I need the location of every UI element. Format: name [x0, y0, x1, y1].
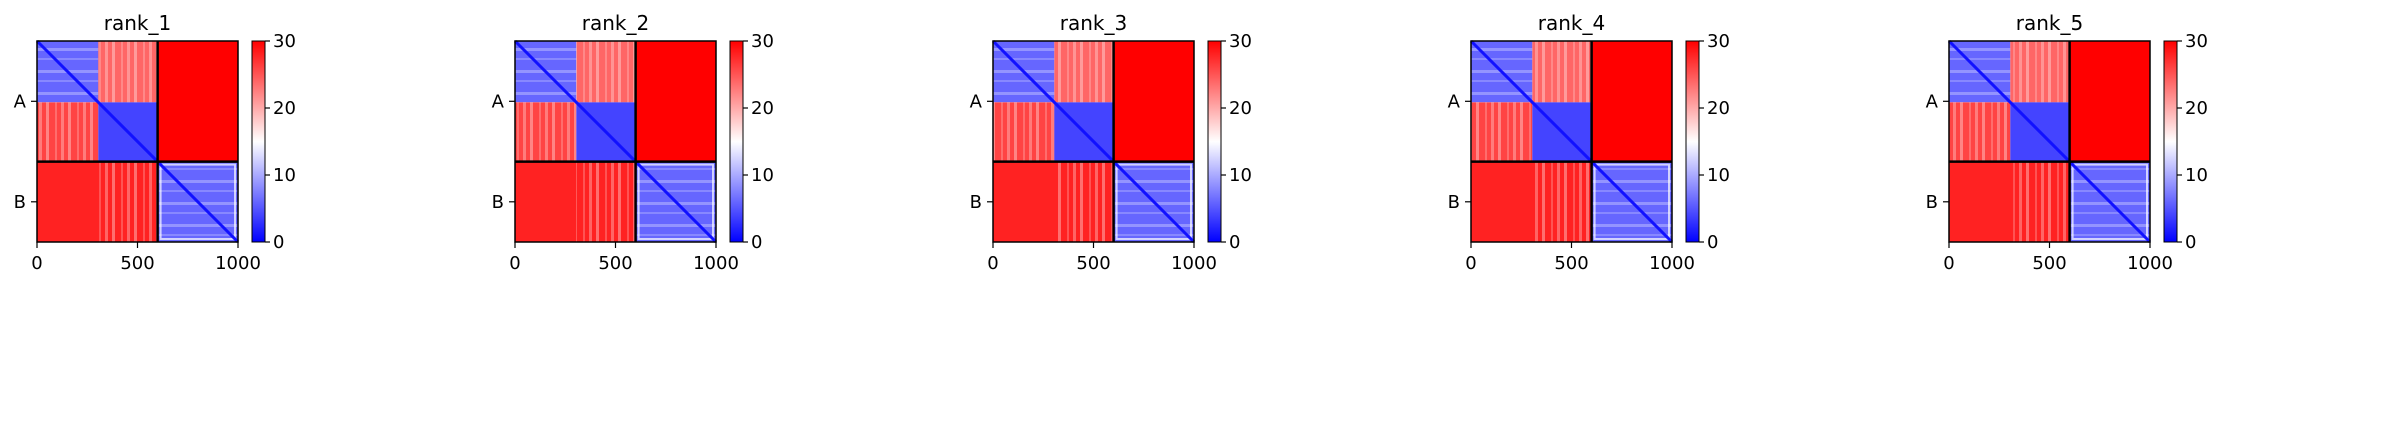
- panel-2: rank_2 0 500 1000 A B 0 10 20 30: [492, 11, 774, 274]
- heatmap-texture: [637, 163, 714, 241]
- heatmap-texture: [576, 41, 636, 103]
- colorbar-tick-label: 30: [1229, 31, 1252, 52]
- y-tick-label: B: [1926, 192, 1938, 213]
- panel-3: rank_3 0 500 1000 A B 0 10 20 30: [970, 11, 1252, 274]
- heatmap-texture: [98, 41, 158, 103]
- x-tick-label: 1000: [1649, 253, 1695, 274]
- heatmap-texture: [576, 161, 636, 242]
- heatmap-diagonal: [1469, 39, 1674, 244]
- heatmap-block-a-b: [157, 41, 238, 162]
- colorbar: [1208, 41, 1221, 242]
- panel-5: rank_5 0 500 1000 A B 0 10 20 30: [1926, 11, 2208, 274]
- panel-title: rank_1: [104, 11, 171, 35]
- heatmap-block-a-b: [1113, 41, 1194, 162]
- x-tick-label: 1000: [2127, 253, 2173, 274]
- heatmap-texture: [1593, 163, 1670, 241]
- colorbar: [730, 41, 743, 242]
- colorbar-tick-label: 10: [751, 165, 774, 186]
- colorbar-frame: [729, 40, 744, 243]
- colorbar-tick-label: 30: [2185, 31, 2208, 52]
- y-tick-label: B: [14, 192, 26, 213]
- heatmap-diagonal: [513, 39, 718, 244]
- x-tick-label: 500: [120, 253, 154, 274]
- colorbar-tick-label: 30: [273, 31, 296, 52]
- y-tick-label: A: [1448, 91, 1461, 112]
- colorbar-tick-label: 0: [1707, 232, 1718, 253]
- x-tick-label: 1000: [1171, 253, 1217, 274]
- x-tick-label: 500: [598, 253, 632, 274]
- x-tick-label: 0: [1465, 253, 1476, 274]
- colorbar-tick-label: 20: [273, 98, 296, 119]
- colorbar-tick-label: 0: [751, 232, 762, 253]
- heatmap-texture: [98, 161, 158, 242]
- heatmap-texture: [1054, 41, 1114, 103]
- heatmap-diagonal: [35, 39, 240, 244]
- x-tick-label: 0: [509, 253, 520, 274]
- colorbar-frame: [1685, 40, 1700, 243]
- heatmap-block-a-b: [635, 41, 716, 162]
- colorbar: [1686, 41, 1699, 242]
- heatmap-texture: [2071, 163, 2149, 241]
- heatmap-texture: [1949, 102, 2011, 162]
- colorbar: [2164, 41, 2177, 242]
- colorbar-tick-label: 0: [273, 232, 284, 253]
- panel-title: rank_4: [1538, 11, 1605, 35]
- heatmap-texture: [2010, 161, 2070, 242]
- heatmap-texture: [37, 102, 99, 162]
- colorbar-tick-label: 30: [751, 31, 774, 52]
- colorbar-tick-label: 20: [1707, 98, 1730, 119]
- panel-1: rank_1 0 500 1000 A B 0 10 20 30: [14, 11, 296, 274]
- colorbar-frame: [2163, 40, 2178, 243]
- heatmap-texture: [993, 102, 1055, 162]
- heatmap-texture: [1054, 161, 1114, 242]
- y-tick-label: B: [1448, 192, 1460, 213]
- colorbar-tick-label: 0: [1229, 232, 1240, 253]
- x-tick-label: 1000: [693, 253, 739, 274]
- x-tick-label: 500: [2032, 253, 2066, 274]
- colorbar-frame: [1207, 40, 1222, 243]
- heatmap-texture: [1532, 161, 1592, 242]
- colorbar-tick-label: 10: [2185, 165, 2208, 186]
- heatmap-block-a-b: [1591, 41, 1672, 162]
- colorbar-tick-label: 20: [751, 98, 774, 119]
- colorbar-tick-label: 20: [1229, 98, 1252, 119]
- colorbar-tick-label: 10: [1229, 165, 1252, 186]
- x-tick-label: 0: [987, 253, 998, 274]
- heatmap-diagonal: [1947, 39, 2152, 244]
- heatmap-texture: [1471, 102, 1533, 162]
- colorbar-tick-label: 30: [1707, 31, 1730, 52]
- y-tick-label: B: [492, 192, 504, 213]
- y-tick-label: B: [970, 192, 982, 213]
- panel-4: rank_4 0 500 1000 A B 0 10 20 30: [1448, 11, 1730, 274]
- x-tick-label: 0: [1943, 253, 1954, 274]
- panel-title: rank_3: [1060, 11, 1127, 35]
- y-tick-label: A: [492, 91, 505, 112]
- colorbar-frame: [251, 40, 266, 243]
- x-tick-label: 500: [1554, 253, 1588, 274]
- y-tick-label: A: [14, 91, 27, 112]
- heatmap-texture: [159, 163, 237, 241]
- heatmap-texture: [1532, 41, 1592, 103]
- heatmap-texture: [2010, 41, 2070, 103]
- y-tick-label: A: [1926, 91, 1939, 112]
- panel-title: rank_2: [582, 11, 649, 35]
- heatmap-block-a-b: [2069, 41, 2150, 162]
- heatmap-texture: [1115, 163, 1192, 241]
- colorbar-tick-label: 20: [2185, 98, 2208, 119]
- colorbar: [252, 41, 265, 242]
- x-tick-label: 0: [31, 253, 42, 274]
- y-tick-label: A: [970, 91, 983, 112]
- panel-title: rank_5: [2016, 11, 2083, 35]
- colorbar-tick-label: 0: [2185, 232, 2196, 253]
- heatmap-texture: [515, 102, 577, 162]
- colorbar-tick-label: 10: [1707, 165, 1730, 186]
- x-tick-label: 1000: [215, 253, 261, 274]
- x-tick-label: 500: [1076, 253, 1110, 274]
- colorbar-tick-label: 10: [273, 165, 296, 186]
- heatmap-diagonal: [991, 39, 1196, 244]
